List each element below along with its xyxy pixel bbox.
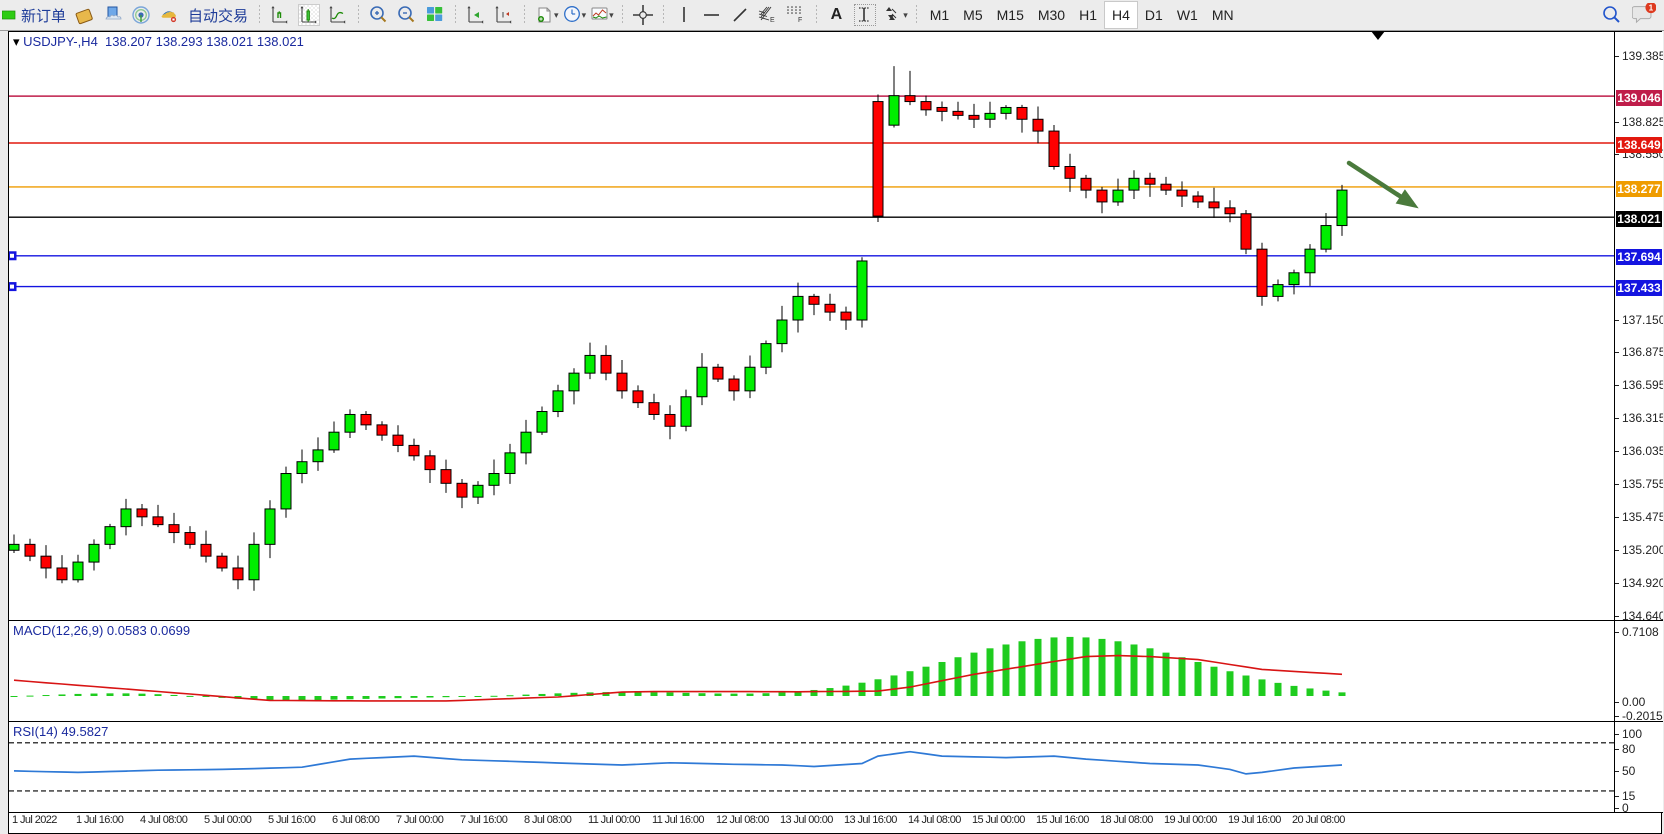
svg-text:1: 1: [1649, 4, 1654, 13]
svg-text:E: E: [770, 17, 775, 24]
svg-text:F: F: [798, 17, 802, 24]
